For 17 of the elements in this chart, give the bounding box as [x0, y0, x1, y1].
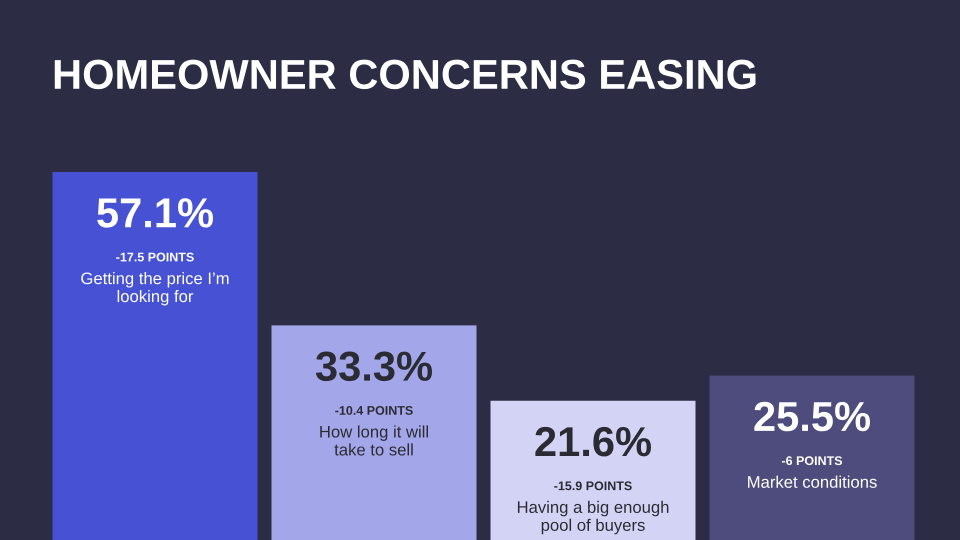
x-tick-label: Having a big enough pool of buyers — [518, 500, 668, 534]
annotation: -6 POINTS — [782, 456, 842, 466]
annotation: -17.5 POINTS — [116, 252, 194, 262]
bar — [490, 400, 696, 540]
bar — [272, 325, 476, 540]
data-label: 21.6% — [535, 426, 651, 456]
x-tick-label: Market conditions — [748, 476, 877, 488]
data-label: 33.3% — [316, 352, 432, 382]
chart-title: HOMEOWNER CONCERNS EASING — [54, 60, 756, 90]
x-tick-label: Getting the price I’m looking for — [81, 272, 228, 306]
annotation: -15.9 POINTS — [554, 481, 632, 490]
data-label: 25.5% — [754, 402, 870, 432]
bar — [710, 376, 914, 540]
bar — [52, 172, 258, 540]
data-label: 57.1% — [97, 198, 213, 228]
x-tick-label: How long it will take to sell — [320, 425, 428, 456]
annotation: -10.4 POINTS — [335, 406, 413, 415]
